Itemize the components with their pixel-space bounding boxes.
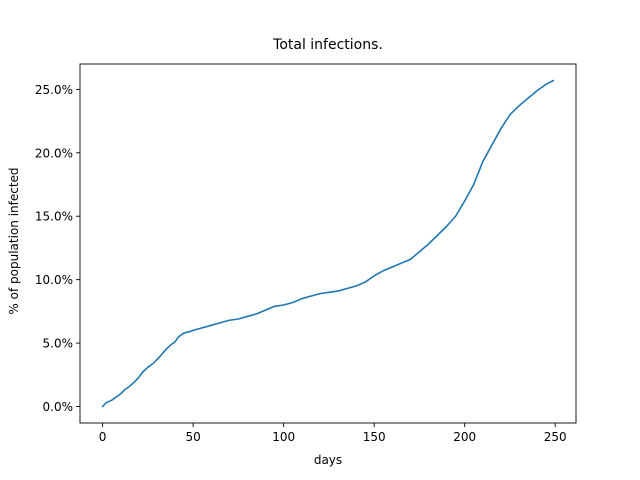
x-tick-label: 150 [363, 430, 386, 444]
x-tick-label: 250 [544, 430, 567, 444]
x-axis-label: days [314, 453, 342, 467]
y-tick-label: 0.0% [43, 400, 74, 414]
series-line-0 [101, 79, 555, 408]
x-tick-label: 100 [272, 430, 295, 444]
y-axis-label: % of population infected [7, 167, 21, 314]
axes-frame [79, 63, 577, 424]
x-tick-label: 50 [185, 430, 200, 444]
plot-area [101, 79, 555, 408]
x-tick-label: 0 [99, 430, 107, 444]
chart-title: Total infections. [272, 37, 383, 53]
y-tick-label: 15.0% [35, 210, 73, 224]
axes: 0 50 100 150 200 250 0.0% 5.0% 10.0% 15.0% 20.0% 25… [35, 63, 577, 444]
y-tick-label: 5.0% [43, 337, 74, 351]
y-tick-label: 10.0% [35, 273, 73, 287]
x-tick-label: 200 [453, 430, 476, 444]
y-tick-label: 25.0% [35, 83, 73, 97]
y-tick-label: 20.0% [35, 146, 73, 160]
